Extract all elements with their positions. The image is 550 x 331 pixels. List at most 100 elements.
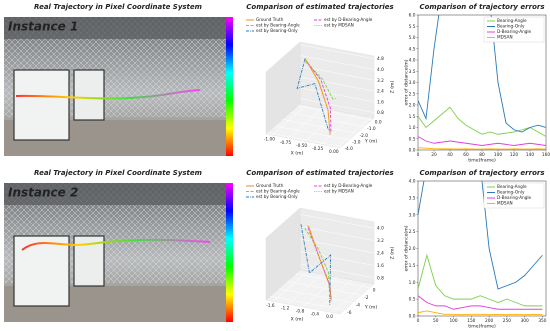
y-tick-label: 2.5	[409, 229, 416, 235]
y-tick-label: 4.5	[409, 46, 416, 52]
legend-label: Ground Truth	[256, 183, 284, 188]
x-axis-label: time(frame)	[468, 324, 496, 330]
chart-title: Comparison of trajectory errors	[419, 3, 544, 11]
y-tick-label: -1.0	[367, 126, 376, 132]
grid-line	[288, 108, 323, 139]
error-line	[418, 106, 546, 137]
x-tick-label: -0.75	[280, 140, 291, 146]
y-tick-label: 1.0	[409, 280, 416, 286]
grid-line	[299, 98, 375, 113]
y-tick-label: 0	[373, 287, 376, 293]
error-line	[418, 181, 543, 290]
grid-line	[273, 271, 308, 302]
x-axis-label: X (m)	[291, 317, 304, 323]
x-tick-label: 150	[467, 318, 475, 324]
legend-label: Bearing-Angle	[497, 18, 527, 23]
grid-line	[304, 111, 339, 142]
y-axis-label: error of distance(m)	[404, 225, 410, 271]
x-tick-label: 60	[463, 152, 469, 158]
y-axis-label: Y (m)	[364, 305, 378, 311]
x-axis-label: time(frame)	[468, 158, 496, 164]
trajectory-line	[300, 224, 332, 305]
y-tick-label: 3.5	[409, 69, 416, 75]
x-tick-label: 0.0	[326, 314, 333, 320]
y-tick-label: -3.0	[352, 140, 361, 146]
error-line	[418, 310, 543, 316]
x-tick-label: 20	[431, 152, 437, 158]
legend-label: est by D-Bearing-Angle	[324, 183, 373, 188]
x-tick-label: 100	[494, 152, 502, 158]
x-tick-label: 140	[526, 152, 534, 158]
x-tick-label: -1.2	[281, 306, 290, 312]
whiteboard	[73, 69, 105, 121]
z-tick-label: 4.8	[377, 56, 384, 62]
legend-label: est by Bearing-Angle	[256, 23, 300, 28]
trajectory-line	[306, 59, 331, 134]
grid-line	[332, 282, 367, 313]
y-tick-label: 0.0	[409, 314, 416, 320]
instance-label: Instance 2	[8, 186, 78, 200]
y-tick-label: 6.0	[409, 13, 416, 19]
legend-label: MDSAN	[497, 201, 513, 206]
error-line	[418, 295, 543, 310]
z-tick-label: 2.4	[377, 89, 384, 95]
y-tick-label: 0.0	[375, 120, 382, 126]
z-tick-label: 3.2	[377, 78, 384, 84]
ceiling	[4, 17, 226, 39]
z-tick-label: 0.8	[377, 275, 384, 281]
y-tick-label: 1.5	[409, 263, 416, 269]
trajectory	[21, 238, 211, 251]
grid-line	[299, 55, 375, 70]
x-axis-label: X (m)	[291, 151, 304, 157]
grid-line	[297, 105, 372, 121]
y-tick-label: 1.0	[409, 125, 416, 131]
x-tick-label: 50	[433, 318, 439, 324]
error-line	[418, 253, 543, 307]
y-tick-label: 3.0	[409, 80, 416, 86]
trajectory-line	[307, 225, 332, 301]
legend-label: Bearing-Only	[497, 24, 525, 29]
side-pane	[265, 207, 301, 301]
grid-line	[299, 263, 375, 279]
error-line	[418, 15, 546, 133]
x-tick-label: 120	[510, 152, 518, 158]
y-tick-label: 0.0	[409, 148, 416, 154]
colorbar	[226, 183, 233, 322]
y-tick-label: 5.5	[409, 24, 416, 30]
legend-label: D-Bearing-Angle	[497, 195, 532, 200]
whiteboard	[13, 69, 70, 141]
chart-title: Comparison of estimated trajectories	[246, 3, 393, 11]
y-tick-label: -6	[347, 310, 352, 316]
grid-line	[290, 112, 365, 127]
x-tick-label: -0.50	[296, 143, 307, 149]
trajectory-line	[307, 62, 332, 132]
grid-line	[299, 251, 375, 266]
colorbar	[226, 17, 233, 156]
z-axis-label: Z (m)	[390, 80, 396, 93]
legend-label: Ground Truth	[256, 17, 284, 22]
x-tick-label: 300	[521, 318, 529, 324]
grid-line	[299, 213, 375, 229]
chart-title: Comparison of estimated trajectories	[246, 169, 393, 177]
y-axis-label: Y (m)	[364, 139, 378, 145]
x-tick-label: 80	[479, 152, 485, 158]
photo-title: Real Trajectory in Pixel Coordinate Syst…	[34, 169, 202, 177]
y-tick-label: 1.5	[409, 114, 416, 120]
z-tick-label: 2.4	[377, 251, 384, 257]
instance-label: Instance 1	[8, 20, 78, 34]
y-tick-label: 0.5	[409, 297, 416, 303]
legend-label: est by Bearing-Only	[256, 28, 298, 33]
side-pane	[265, 41, 301, 135]
grid-line	[267, 132, 342, 147]
x-tick-label: 250	[503, 318, 511, 324]
grid-line	[295, 273, 370, 288]
x-tick-label: -0.8	[296, 309, 305, 315]
x-tick-label: 40	[447, 152, 453, 158]
photo-panel: Real Trajectory in Pixel Coordinate Syst…	[4, 3, 233, 156]
x-tick-label: 200	[485, 318, 493, 324]
x-tick-label: 160	[542, 152, 550, 158]
y-axis-label: error of distance(m)	[404, 59, 410, 105]
z-tick-label: 1.6	[377, 263, 384, 269]
y-tick-label: -2.0	[360, 133, 369, 139]
